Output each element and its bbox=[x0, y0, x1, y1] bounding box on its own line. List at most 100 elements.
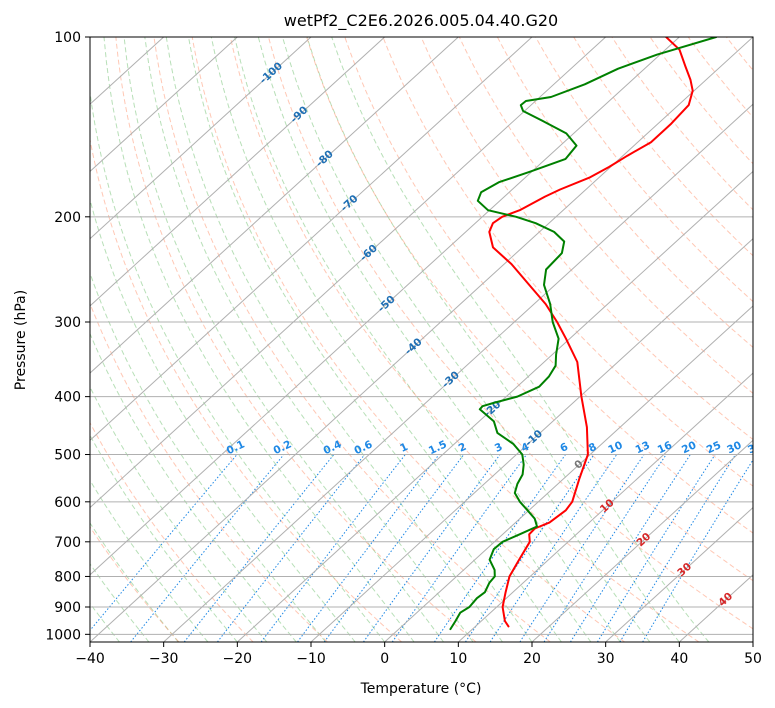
dry-adiabat bbox=[573, 37, 753, 257]
moist-adiabat bbox=[90, 479, 209, 642]
mixing-ratio-line bbox=[217, 454, 366, 642]
isotherm-line bbox=[236, 170, 753, 642]
x-tick-label: 50 bbox=[744, 651, 762, 667]
isotherm-line bbox=[90, 37, 312, 240]
moist-adiabat bbox=[210, 37, 562, 642]
mixing-ratio-label: 13 bbox=[634, 439, 652, 456]
moist-adiabats bbox=[90, 37, 710, 642]
mixing-ratio-label: 20 bbox=[680, 439, 698, 456]
mixing-ratio-line bbox=[391, 454, 528, 642]
x-tick-label: 0 bbox=[380, 651, 389, 667]
mixing-ratio-line bbox=[433, 454, 566, 642]
dry-adiabat bbox=[382, 37, 753, 487]
moist-adiabat bbox=[165, 37, 503, 642]
isotherm-line bbox=[90, 37, 459, 374]
mixing-ratio-lines bbox=[90, 454, 753, 642]
dry-adiabat bbox=[153, 37, 551, 642]
dry-adiabat bbox=[90, 302, 328, 642]
dry-adiabat bbox=[90, 526, 180, 642]
dry-adiabat bbox=[496, 37, 753, 348]
isotherm-line bbox=[531, 439, 753, 642]
dry-adiabat bbox=[191, 37, 625, 642]
mixing-ratio-line bbox=[464, 454, 595, 642]
dry-adiabat bbox=[535, 37, 753, 303]
mixing-ratio-line bbox=[362, 454, 501, 642]
moist-adiabat bbox=[90, 271, 327, 642]
plot-area: -100-90-80-70-60-50-40-30-20-10010203040… bbox=[90, 37, 764, 642]
isotherm-line bbox=[163, 103, 753, 642]
moist-adiabat bbox=[234, 37, 592, 642]
x-tick-label: 40 bbox=[670, 651, 688, 667]
mixing-ratio-label: 2 bbox=[457, 441, 469, 455]
x-tick-label: −40 bbox=[75, 651, 105, 667]
mixing-ratio-label: 25 bbox=[705, 439, 723, 456]
isotherm-line bbox=[384, 305, 753, 642]
dry-adiabat bbox=[268, 37, 753, 630]
y-tick-label: 100 bbox=[54, 30, 81, 46]
mixing-ratio-line bbox=[519, 454, 645, 642]
mixing-ratio-label: 16 bbox=[656, 439, 674, 456]
moist-adiabat bbox=[90, 385, 268, 642]
x-tick-label: −20 bbox=[223, 651, 253, 667]
dry-adiabat bbox=[306, 37, 753, 582]
x-tick-label: 20 bbox=[523, 651, 541, 667]
mixing-ratio-label: 3 bbox=[493, 441, 505, 455]
isotherm-line bbox=[90, 37, 533, 442]
temperature-profile bbox=[488, 37, 694, 628]
mixing-ratio-label: 30 bbox=[725, 439, 743, 456]
dry-adiabat bbox=[611, 37, 753, 211]
mixing-ratio-label: 8 bbox=[587, 441, 599, 455]
chart-title: wetPf2_C2E6.2026.005.04.40.G20 bbox=[284, 11, 558, 31]
x-tick-label: −10 bbox=[296, 651, 326, 667]
x-tick-label: 10 bbox=[449, 651, 467, 667]
mixing-ratio-label: 1 bbox=[398, 441, 410, 455]
y-tick-label: 700 bbox=[54, 535, 81, 551]
mixing-ratio-line bbox=[297, 454, 440, 642]
isotherm-line bbox=[90, 37, 386, 307]
mixing-ratio-label: 36 bbox=[746, 439, 764, 456]
mixing-ratio-label: 10 bbox=[606, 439, 624, 456]
dry-adiabat bbox=[420, 37, 753, 441]
mixing-ratio-line bbox=[130, 454, 285, 642]
isotherm-line bbox=[90, 37, 238, 173]
y-tick-label: 800 bbox=[54, 569, 81, 585]
dry-adiabat bbox=[115, 37, 477, 642]
dry-adiabat bbox=[90, 137, 403, 642]
mixing-ratio-label: 4 bbox=[519, 441, 531, 455]
mixing-ratio-line bbox=[543, 454, 667, 642]
mixing-ratio-line bbox=[569, 454, 691, 642]
moist-adiabat bbox=[90, 434, 238, 642]
mixing-ratio-line bbox=[260, 454, 406, 642]
dry-adiabat bbox=[229, 37, 700, 642]
dewpoint-profile bbox=[449, 37, 718, 631]
dry-adiabat bbox=[458, 37, 753, 394]
plot-frame bbox=[89, 36, 754, 643]
mixing-ratio-line bbox=[323, 454, 465, 642]
mixing-ratio-line bbox=[90, 454, 238, 632]
y-axis-label: Pressure (hPa) bbox=[13, 290, 29, 390]
moist-adiabat bbox=[306, 37, 680, 642]
y-tick-label: 900 bbox=[54, 600, 81, 616]
x-tick-label: −30 bbox=[149, 651, 179, 667]
moist-adiabat bbox=[282, 37, 651, 642]
y-tick-label: 600 bbox=[54, 495, 81, 511]
y-tick-label: 1000 bbox=[45, 627, 81, 643]
moist-adiabat bbox=[188, 37, 533, 642]
mixing-ratio-label: 6 bbox=[558, 441, 570, 455]
y-axis-ticks: 100 200 300 400 500 600 700 800 900 1000 bbox=[45, 30, 90, 643]
moist-adiabat bbox=[257, 37, 621, 642]
x-tick-label: 30 bbox=[597, 651, 615, 667]
y-tick-label: 200 bbox=[54, 210, 81, 226]
x-axis-ticks: −40 −30 −20 −10 0 10 20 30 40 50 bbox=[75, 642, 762, 667]
moist-adiabat bbox=[144, 37, 474, 642]
y-tick-label: 400 bbox=[54, 390, 81, 406]
mixing-ratio-line bbox=[183, 454, 335, 642]
y-tick-label: 300 bbox=[54, 315, 81, 331]
x-axis-label: Temperature (°C) bbox=[360, 681, 482, 697]
profile-series bbox=[449, 37, 718, 631]
moist-adiabat bbox=[90, 197, 356, 642]
dry-adiabat bbox=[344, 37, 753, 534]
isotherm-line bbox=[605, 506, 753, 642]
